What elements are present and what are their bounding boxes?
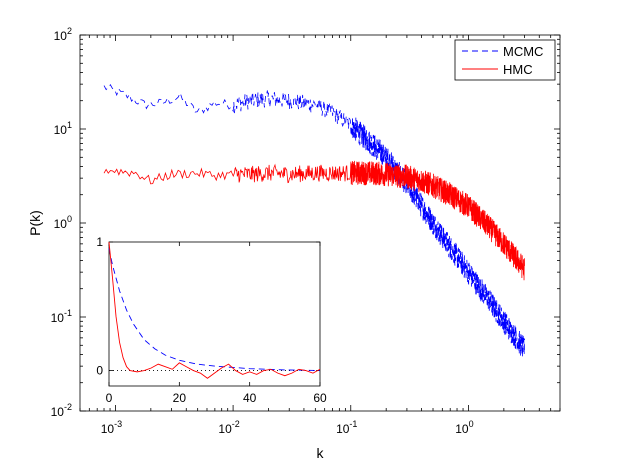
- inset-x-tick-label: 60: [313, 391, 327, 405]
- inset-plot-frame: [108, 241, 321, 387]
- inset-series-group: [108, 241, 321, 379]
- y-tick-label: 102: [54, 26, 72, 43]
- inset-series-line-hmc: [108, 241, 321, 379]
- y-tick-label: 101: [54, 120, 72, 137]
- y-tick-label: 10-2: [51, 402, 72, 419]
- x-tick-label: 10-2: [218, 419, 239, 436]
- x-tick-label: 100: [455, 419, 473, 436]
- legend: MCMC HMC: [454, 39, 556, 81]
- inset-axis-ticks: [108, 241, 321, 386]
- main-y-tick-labels: 10-2 10-1 100 101 102: [51, 26, 72, 419]
- x-tick-label: 10-1: [336, 419, 357, 436]
- inset-y-tick-labels: 01: [96, 235, 103, 378]
- main-x-tick-labels: 10-3 10-2 10-1 100: [101, 419, 474, 436]
- main-axis-ticks: [79, 34, 561, 412]
- x-axis-label: k: [317, 445, 325, 461]
- y-tick-label: 100: [54, 214, 72, 231]
- legend-box: [454, 39, 556, 81]
- series-line-mcmc: [103, 84, 525, 357]
- y-axis-label: P(k): [27, 210, 43, 236]
- y-tick-label: 10-1: [51, 308, 72, 325]
- inset-y-tick-label: 1: [96, 235, 103, 249]
- series-line-hmc: [103, 160, 525, 281]
- inset-x-tick-label: 20: [173, 391, 187, 405]
- inset-x-tick-label: 0: [106, 391, 113, 405]
- x-tick-label: 10-3: [101, 419, 122, 436]
- inset-y-tick-label: 0: [96, 364, 103, 378]
- inset-x-tick-labels: 0 20 40 60: [106, 391, 327, 405]
- main-series-group: [103, 84, 525, 357]
- legend-hmc-label: HMC: [503, 62, 533, 77]
- legend-mcmc-label: MCMC: [503, 44, 543, 59]
- inset-x-tick-label: 40: [243, 391, 257, 405]
